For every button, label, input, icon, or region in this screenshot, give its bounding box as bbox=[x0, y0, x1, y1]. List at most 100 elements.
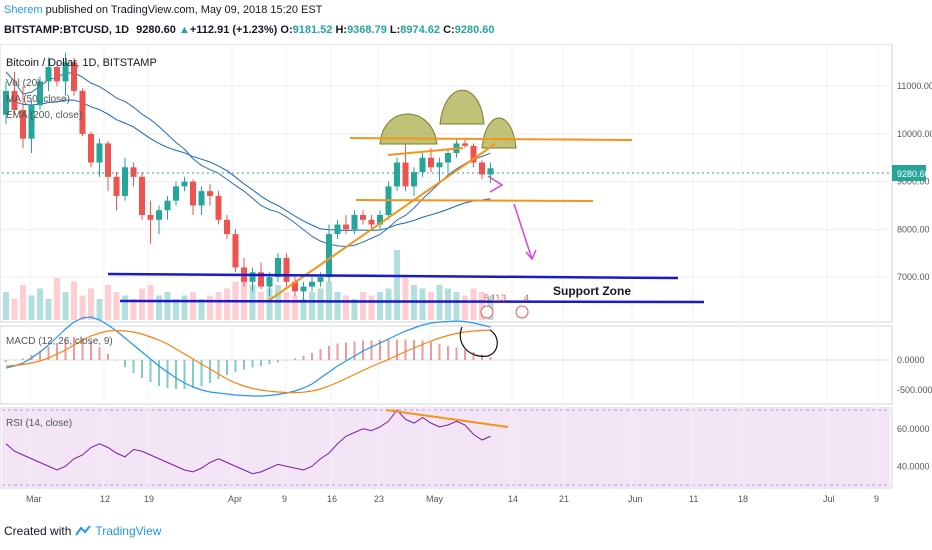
candle-body bbox=[402, 162, 409, 187]
volume-bar bbox=[462, 295, 468, 320]
open-value: 9181.52 bbox=[292, 24, 333, 36]
x-axis: Mar 12 19 Apr 9 16 23 May 14 21 Jun 11 18 Jul 9 bbox=[26, 494, 879, 504]
legend-ma[interactable]: MA (50, close) bbox=[6, 94, 70, 105]
head-shape bbox=[439, 89, 485, 125]
candle-body bbox=[37, 81, 43, 106]
rsi-tick-label: 60.0000 bbox=[897, 424, 930, 434]
y-tick-label: 11000.00 bbox=[897, 81, 932, 91]
legend-title: Bitcoin / Dollar, 1D, BITSTAMP bbox=[6, 57, 157, 69]
candles bbox=[3, 52, 494, 301]
candle-body bbox=[258, 272, 264, 287]
x-tick-label: Apr bbox=[228, 494, 242, 504]
x-tick-label: 18 bbox=[738, 494, 748, 504]
volume-bar bbox=[20, 285, 26, 320]
macd-hist-bar bbox=[39, 351, 41, 360]
volume-bar bbox=[207, 295, 213, 320]
candle-body bbox=[156, 210, 162, 220]
volume-bar bbox=[428, 292, 434, 320]
macd-tick-label: 0.0000 bbox=[897, 355, 925, 365]
event-flag-icon[interactable] bbox=[515, 305, 529, 319]
ohlc-line: BITSTAMP:BTCUSD, 1D 9280.60 ▲+112.91 (+1… bbox=[4, 24, 494, 36]
candle-body bbox=[164, 200, 171, 211]
ma-line bbox=[5, 71, 491, 248]
macd-hist-bar bbox=[413, 340, 415, 360]
volume-bar bbox=[317, 288, 324, 320]
legend-vol[interactable]: Vol (20) bbox=[6, 78, 40, 89]
candle-body bbox=[470, 145, 477, 163]
volume-bar bbox=[343, 295, 349, 320]
rsi-legend[interactable]: RSI (14, close) bbox=[6, 418, 72, 429]
close-label: C: bbox=[443, 24, 455, 36]
macd-hist-bar bbox=[447, 346, 449, 360]
event-flag-icon[interactable] bbox=[480, 305, 494, 319]
macd-hist-bar bbox=[124, 360, 126, 367]
macd-pane[interactable] bbox=[0, 325, 893, 405]
macd-hist-bar bbox=[328, 346, 330, 360]
volume-bar bbox=[173, 299, 179, 320]
macd-hist-bar bbox=[481, 354, 483, 360]
macd-hist-bar bbox=[268, 360, 271, 365]
volume-bar bbox=[3, 292, 9, 320]
volume-bar bbox=[453, 292, 460, 320]
macd-hist-bar bbox=[141, 360, 143, 378]
macd-hist-bar bbox=[73, 337, 75, 360]
candle-body bbox=[130, 167, 137, 177]
macd-hist-bar bbox=[192, 360, 194, 388]
candle-body bbox=[428, 157, 434, 168]
y-tick-label: 9000.00 bbox=[897, 177, 930, 187]
volume-bar bbox=[198, 299, 205, 320]
rsi-tick-label: 40.0000 bbox=[897, 461, 930, 471]
volume-bar bbox=[11, 299, 18, 320]
volume-bar bbox=[419, 288, 426, 320]
volume-bar bbox=[215, 292, 222, 320]
legend-ema[interactable]: EMA (200, close) bbox=[6, 110, 82, 121]
macd-hist-bar bbox=[430, 342, 432, 360]
macd-hist-bar bbox=[81, 338, 84, 360]
volume-bar bbox=[470, 288, 477, 320]
candle-body bbox=[139, 176, 145, 216]
macd-hist-bar bbox=[472, 352, 475, 360]
published-text: published on TradingView.com, May 09, 20… bbox=[45, 4, 323, 16]
volume-bar bbox=[402, 278, 409, 320]
volume-bar bbox=[113, 292, 120, 320]
candle-body bbox=[326, 234, 332, 278]
volume-bar bbox=[377, 292, 383, 320]
macd-legend[interactable]: MACD (12, 26, close, 9) bbox=[6, 336, 113, 347]
support-top-line bbox=[107, 272, 679, 280]
volume-bar bbox=[190, 292, 196, 320]
author-link[interactable]: Sherem bbox=[4, 4, 43, 16]
x-tick-label: 23 bbox=[374, 494, 384, 504]
candle-body bbox=[317, 277, 324, 282]
candle-body bbox=[105, 143, 111, 177]
macd-hist-bar bbox=[345, 342, 347, 360]
candle-body bbox=[11, 90, 18, 111]
x-tick-label: May bbox=[426, 494, 444, 504]
candle-body bbox=[292, 281, 298, 292]
candle-body bbox=[309, 281, 315, 287]
macd-hist-bar bbox=[353, 341, 356, 360]
y-tick-label: 7000.00 bbox=[897, 272, 930, 282]
tradingview-brand[interactable]: TradingView bbox=[95, 524, 162, 538]
up-arrow-icon: ▲ bbox=[178, 24, 190, 36]
y-tick-label: 10000.00 bbox=[897, 129, 932, 139]
macd-hist-bar bbox=[98, 347, 101, 360]
symbol-label: BITSTAMP:BTCUSD, 1D bbox=[4, 24, 130, 36]
chart-canvas[interactable]: 0.0000 -500.0000 60.0000 40.0000 11000.00 1… bbox=[0, 44, 932, 520]
event-markers[interactable]: 5 11 3 4 bbox=[480, 293, 529, 319]
candle-body bbox=[62, 62, 69, 82]
drawings: Support Zone 5 11 3 4 bbox=[107, 89, 705, 428]
candle-body bbox=[215, 195, 222, 220]
macd-tick-label: -500.0000 bbox=[897, 385, 932, 395]
candle-body bbox=[96, 143, 103, 163]
candle-body bbox=[487, 168, 494, 175]
candle-body bbox=[79, 90, 86, 134]
head-shoulder-right bbox=[481, 117, 517, 149]
publish-line: Sherem published on TradingView.com, May… bbox=[4, 4, 322, 16]
signal-line bbox=[5, 329, 491, 394]
created-with-label: Created with bbox=[4, 524, 72, 538]
volume-bar bbox=[181, 295, 188, 320]
candle-body bbox=[173, 186, 179, 201]
candle-body bbox=[343, 224, 349, 230]
volume-bar bbox=[122, 295, 128, 320]
volume-bar bbox=[88, 288, 94, 320]
